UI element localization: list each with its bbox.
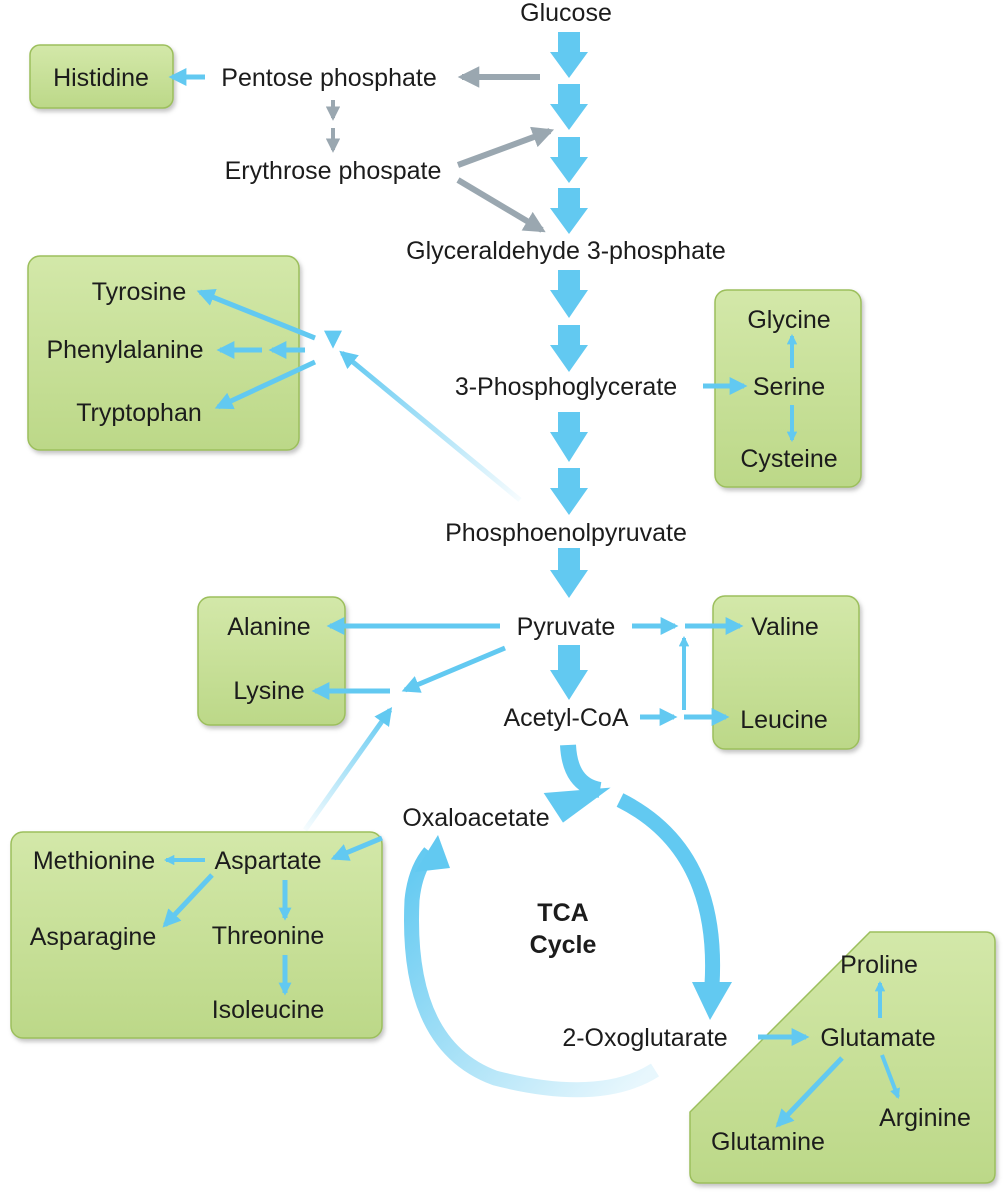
phosphoenolpyruvate-label: Phosphoenolpyruvate <box>445 519 687 547</box>
arginine-label: Arginine <box>879 1104 971 1132</box>
methionine-label: Methionine <box>33 847 155 875</box>
pyruvate-label: Pyruvate <box>517 613 616 641</box>
glycine-label: Glycine <box>747 306 830 334</box>
pentose-arrows <box>325 66 555 233</box>
2-oxoglutarate-label: 2-Oxoglutarate <box>562 1024 727 1052</box>
serine-label: Serine <box>753 373 825 401</box>
cysteine-label: Cysteine <box>740 445 837 473</box>
histidine-label: Histidine <box>53 64 149 92</box>
isoleucine-label: Isoleucine <box>212 996 325 1024</box>
3-phosphoglycerate-label: 3-Phosphoglycerate <box>455 373 677 401</box>
tca-cycle-arrows <box>404 744 732 1098</box>
threonine-label: Threonine <box>212 922 325 950</box>
acetyl-coa-label: Acetyl-CoA <box>503 704 628 732</box>
glyceraldehyde-3-phosphate-label: Glyceraldehyde 3-phosphate <box>406 237 726 265</box>
leucine-label: Leucine <box>740 706 828 734</box>
erythrose-phosphate-label: Erythrose phospate <box>225 157 442 185</box>
cycle-label: Cycle <box>530 931 597 959</box>
tca-label: TCA <box>537 899 588 927</box>
asparagine-label: Asparagine <box>30 923 156 951</box>
glutamate-label: Glutamate <box>820 1024 935 1052</box>
oxaloacetate-label: Oxaloacetate <box>402 804 549 832</box>
tyrosine-label: Tyrosine <box>92 278 186 306</box>
tryptophan-label: Tryptophan <box>76 399 202 427</box>
pentose-phosphate-label: Pentose phosphate <box>221 64 436 92</box>
lysine-label: Lysine <box>233 677 304 705</box>
glycolysis-arrows <box>550 32 588 700</box>
proline-label: Proline <box>840 951 918 979</box>
aspartate-label: Aspartate <box>214 847 321 875</box>
valine-label: Valine <box>751 613 819 641</box>
glucose-label: Glucose <box>520 0 612 27</box>
glutamate-family-box <box>689 931 996 1184</box>
phenylalanine-label: Phenylalanine <box>46 336 203 364</box>
alanine-lysine-box <box>197 596 346 726</box>
alanine-label: Alanine <box>227 613 310 641</box>
valine-leucine-box <box>712 595 860 750</box>
blue-branch-arrows <box>162 68 900 1128</box>
glutamine-label: Glutamine <box>711 1128 825 1156</box>
